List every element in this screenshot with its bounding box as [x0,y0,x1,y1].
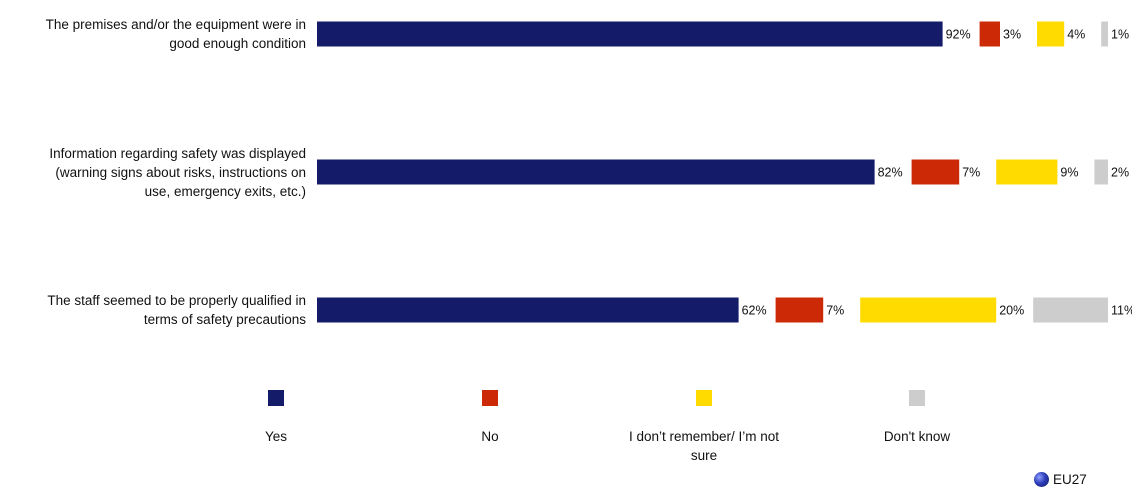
globe-icon [1034,472,1049,487]
legend-label: No [390,427,590,446]
legend-label-line: No [481,429,499,444]
data-label: 62% [742,304,767,318]
category-label-line: (warning signs about risks, instructions… [55,164,306,180]
data-label: 92% [946,28,971,42]
legend-label-line: Don't know [883,429,951,444]
legend-swatch [482,390,498,406]
category-label-line: Information regarding safety was display… [49,145,306,161]
bar-segment [775,297,824,323]
legend-swatch [268,390,284,406]
legend-label-line: Yes [264,429,288,444]
region-label: EU27 [1053,472,1087,487]
bar-segment [1101,21,1108,47]
data-label: 11% [1111,304,1132,318]
bar-segment [1094,159,1108,185]
bar-segment [1033,297,1108,323]
bar-segment [911,159,960,185]
category-label: Information regarding safety was display… [0,144,306,201]
legend-label-line: sure [690,448,718,463]
bar-segment [996,159,1058,185]
category-label-line: The staff seemed to be properly qualifie… [47,293,306,308]
category-label-line: The premises and/or the equipment were i… [45,17,306,32]
data-label: 2% [1111,166,1129,180]
legend-swatch [909,390,925,406]
bar-segment [1037,21,1065,47]
bar-segment [317,21,943,47]
data-label: 82% [878,166,903,180]
data-label: 3% [1003,28,1021,42]
legend-label: I don’t remember/ I’m not sure [604,427,804,465]
bar-segment [860,297,997,323]
category-label: The premises and/or the equipment were i… [0,15,306,53]
legend-label: Don't know [817,427,1017,446]
category-label-line: good enough condition [169,36,306,51]
category-label-line: terms of safety precautions [143,312,306,327]
data-label: 9% [1060,166,1078,180]
region-badge: EU27 [1034,472,1087,487]
data-label: 20% [999,304,1024,318]
category-label-line: use, emergency exits, etc.) [144,183,306,199]
data-label: 1% [1111,28,1129,42]
legend-label-line: I don’t remember/ I’m not [628,429,780,444]
legend-swatch [696,390,712,406]
bar-segment [979,21,1000,47]
bar-segment [317,297,739,323]
category-label: The staff seemed to be properly qualifie… [0,291,306,329]
bar-segment [317,159,875,185]
legend-label: Yes [176,427,376,446]
data-label: 7% [826,304,844,318]
data-label: 7% [962,166,980,180]
data-label: 4% [1067,28,1085,42]
